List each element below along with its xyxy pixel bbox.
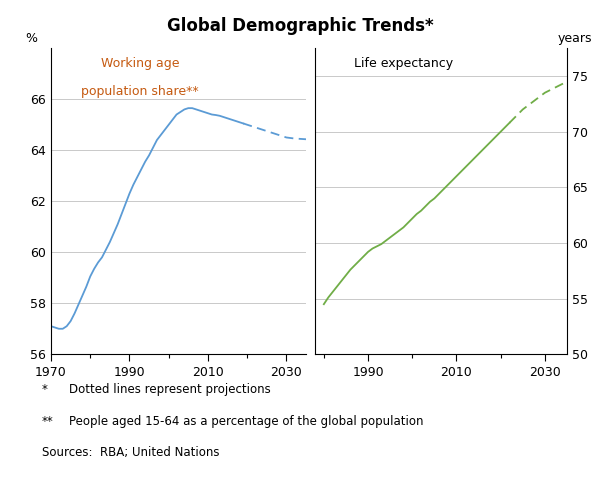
Text: Life expectancy: Life expectancy <box>353 57 453 70</box>
Text: years: years <box>558 32 592 45</box>
Text: People aged 15-64 as a percentage of the global population: People aged 15-64 as a percentage of the… <box>69 415 424 428</box>
Text: Sources:  RBA; United Nations: Sources: RBA; United Nations <box>42 446 220 459</box>
Text: Dotted lines represent projections: Dotted lines represent projections <box>69 383 271 396</box>
Text: **: ** <box>42 415 54 428</box>
Text: Working age: Working age <box>101 57 179 70</box>
Text: %: % <box>26 32 38 45</box>
Text: Global Demographic Trends*: Global Demographic Trends* <box>167 17 433 35</box>
Text: *: * <box>42 383 48 396</box>
Text: population share**: population share** <box>82 85 199 98</box>
